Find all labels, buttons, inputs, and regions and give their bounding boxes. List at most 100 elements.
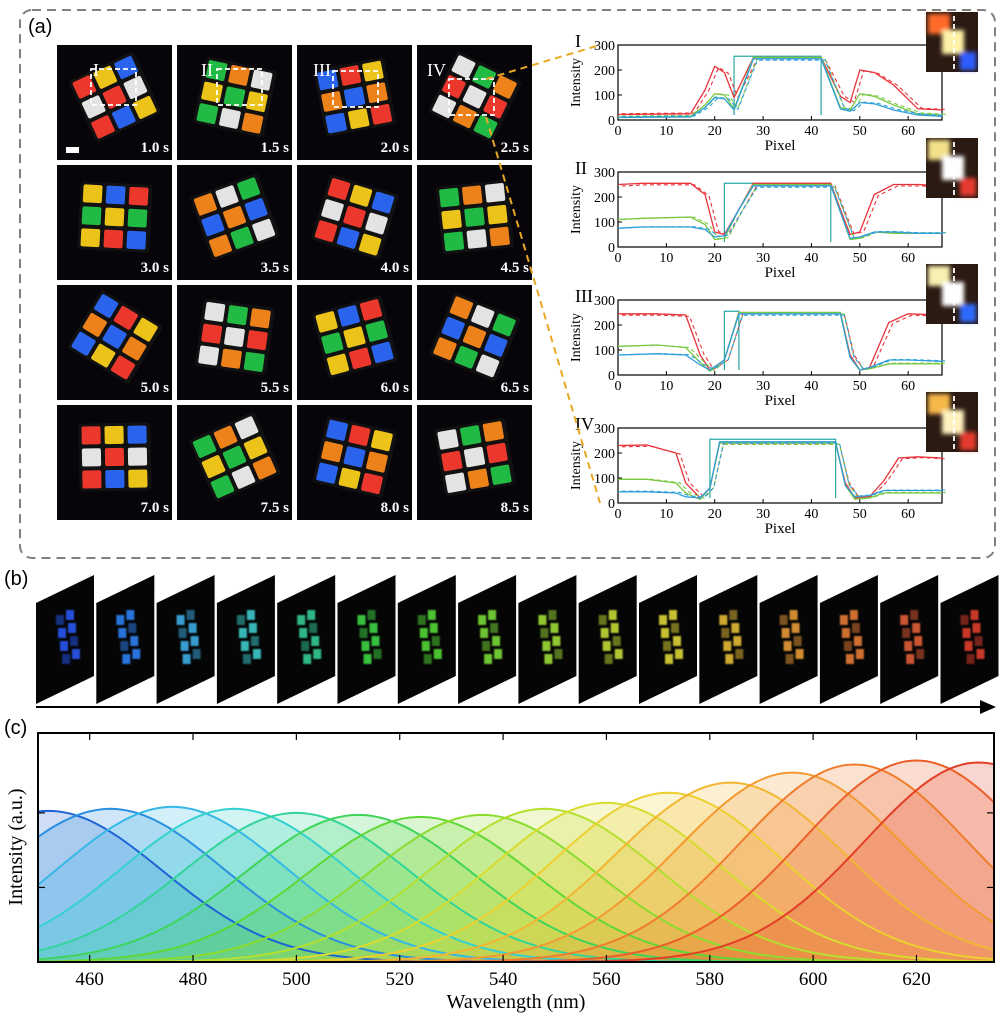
cube-cell [610,623,619,633]
y-tick-label: 100 [594,216,615,231]
frame-time-label: 2.5 s [501,140,530,156]
x-tick-label: 580 [696,969,725,990]
x-tick-label: 30 [756,124,770,139]
cube-cell [494,649,503,659]
cube-sticker [227,305,248,326]
cube-sticker [127,208,148,228]
cube-cell [912,623,921,633]
cube-sticker [321,441,343,463]
cube-cell [785,654,794,664]
cube-cell [70,636,78,646]
cube-sticker [230,226,254,249]
cube-sticker [433,337,457,360]
cube-sticker [126,230,147,250]
time-frame: 3.0 s [57,165,172,280]
cube-cell [250,636,259,646]
frame-panel [639,575,697,704]
cube-cell [853,636,862,646]
cube-cell [369,623,378,633]
x-tick-label: 480 [179,969,208,990]
cube-sticker [359,299,383,321]
cube-cell [118,628,127,638]
cube-sticker [210,475,235,499]
frame-time-label: 8.5 s [501,500,530,516]
cube-sticker [489,226,510,247]
cube-image [311,174,399,260]
cube-sticker [490,464,512,485]
cube-cell [962,628,971,638]
frame-panel [216,575,275,704]
cube-sticker [127,425,147,444]
cube-cell [311,636,320,646]
inset-sticker [942,410,964,434]
cube-sticker [316,462,339,484]
frame-panel [940,575,999,704]
x-tick-label: 600 [799,969,828,990]
x-tick-label: 30 [756,251,770,266]
cube-sticker [219,108,241,129]
frame-cube [297,610,322,664]
cube-sticker [192,435,217,458]
spectral-frame [578,575,637,704]
inset-sticker [960,178,976,196]
spectral-frame [458,575,517,704]
cube-cell [480,628,489,638]
time-frame: 8.5 s [417,405,532,520]
cube-cell [62,654,70,664]
x-tick-label: 30 [756,379,770,394]
cube-sticker [365,212,388,235]
cube-sticker [81,206,102,226]
spectral-frames [36,575,999,704]
profile-fit-blue [621,314,946,370]
cube-image [429,292,521,382]
cube-sticker [213,425,238,449]
frame-panel [759,575,818,704]
cube-sticker [361,472,383,495]
cube-cell [488,610,497,620]
spectral-frame [819,575,878,704]
cube-sticker [132,95,157,119]
y-tick-label: 200 [594,64,615,79]
y-tick-label: 100 [594,344,615,359]
cube-cell [423,654,432,664]
spectral-frame [880,575,939,704]
time-frame: 4.0 s [297,165,412,280]
profile-title: I [575,31,581,51]
frame-time-label: 7.5 s [261,500,290,516]
cube-cell [550,623,559,633]
spectral-frame [759,575,818,704]
x-tick-label: 620 [902,969,931,990]
spectral-frame [940,575,999,704]
cube-cell [176,615,185,625]
cube-sticker [483,95,508,119]
y-tick-label: 100 [594,89,615,104]
cube-sticker [81,95,106,119]
cube-sticker [208,234,232,257]
cube-cell [180,641,189,651]
cube-sticker [460,425,482,446]
cube-sticker [104,447,125,467]
cube-sticker [128,469,148,488]
cube-sticker [441,316,465,340]
cube-sticker [103,229,124,249]
cube-cell [130,636,139,646]
cube-cell [675,649,683,659]
cube-image [434,417,516,497]
cube-cell [188,623,197,633]
frame-time-label: 3.5 s [261,260,290,276]
profile-title: II [575,158,587,178]
cube-sticker [326,419,348,441]
cube-image [312,295,398,379]
cube-cell [242,654,251,664]
cube-cell [252,649,261,659]
y-tick-label: 200 [594,447,615,462]
frame-time-label: 4.0 s [381,260,410,276]
cube-cell [120,641,129,651]
time-frame: 5.5 s [177,285,292,400]
cube-cell [964,641,973,651]
cube-sticker [315,311,338,333]
cube-image [189,412,281,502]
x-tick-label: 0 [615,251,622,266]
